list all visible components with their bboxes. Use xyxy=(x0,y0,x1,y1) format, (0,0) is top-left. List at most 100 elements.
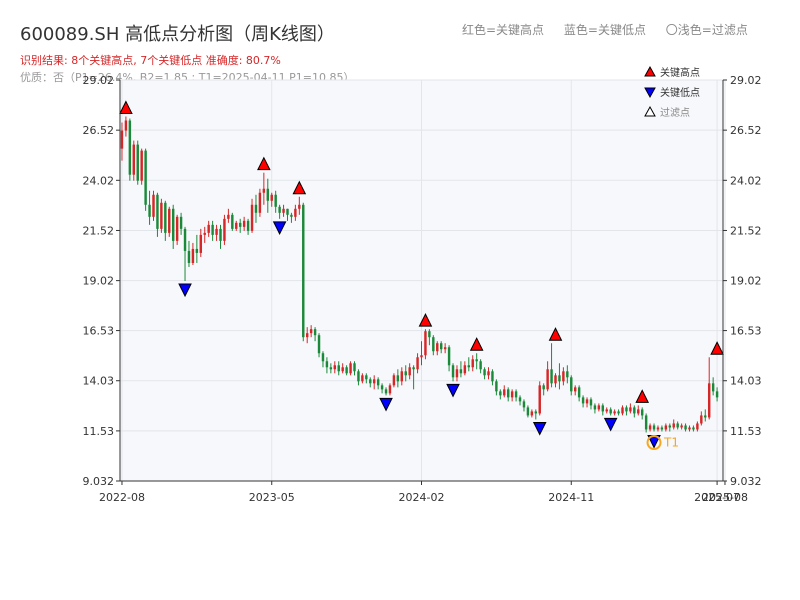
candle xyxy=(341,363,344,374)
candle xyxy=(246,218,250,235)
candle xyxy=(380,383,384,394)
x-tick-label: 2022-08 xyxy=(99,491,145,504)
candle-body xyxy=(223,218,226,241)
candle-body xyxy=(345,367,348,374)
key-high-marker xyxy=(469,337,484,351)
chart-title: 600089.SH 高低点分析图（周K线图） xyxy=(20,24,335,45)
candle-body xyxy=(286,208,289,215)
candle-body xyxy=(238,222,242,227)
candle-body xyxy=(148,204,151,217)
candle xyxy=(136,140,139,185)
candle-body xyxy=(120,130,124,149)
key-high-marker xyxy=(418,313,433,327)
candle xyxy=(491,369,494,386)
candle-body xyxy=(404,371,407,376)
candle-body xyxy=(258,192,262,213)
candle-body xyxy=(637,409,640,414)
candle xyxy=(629,403,632,414)
candle xyxy=(361,373,364,384)
candle xyxy=(357,369,360,386)
candle xyxy=(412,365,415,390)
candle xyxy=(432,335,435,356)
candle-body xyxy=(704,415,707,418)
candle-body xyxy=(660,427,664,430)
candle xyxy=(231,212,234,231)
candle-body xyxy=(688,427,691,430)
t1-circle-marker xyxy=(646,435,662,451)
candle-body xyxy=(309,329,313,334)
candle-body xyxy=(542,385,545,390)
candle-body xyxy=(242,220,246,227)
candle xyxy=(223,214,226,245)
legend-high-icon xyxy=(644,65,656,77)
candle-body xyxy=(648,425,652,430)
candle-body xyxy=(262,188,266,193)
candle xyxy=(640,407,644,420)
candle xyxy=(475,353,478,370)
key-high-marker xyxy=(257,156,271,171)
candle-body xyxy=(270,194,273,201)
candle-body xyxy=(325,361,329,368)
candle-body xyxy=(684,425,687,430)
candle-body xyxy=(577,387,581,398)
candle-body xyxy=(392,375,396,386)
y-tick-label-right: 26.52 xyxy=(730,124,762,137)
candle xyxy=(700,411,703,426)
candle xyxy=(404,365,407,382)
candle-body xyxy=(696,423,699,430)
candle-body xyxy=(191,248,195,263)
candle-body xyxy=(656,427,660,430)
candle-body xyxy=(487,371,490,376)
y-tick-label-right: 24.02 xyxy=(730,174,762,187)
candle-body xyxy=(625,407,628,412)
candle xyxy=(495,379,498,396)
y-tick-label-right: 21.52 xyxy=(730,224,762,237)
candle xyxy=(345,365,348,376)
legend-label: 关键高点 xyxy=(660,66,700,79)
candle xyxy=(262,172,266,205)
candle-body xyxy=(290,214,293,217)
y-tick-label: 16.53 xyxy=(83,325,115,338)
candle-body xyxy=(707,383,711,418)
candle xyxy=(688,425,691,432)
y-tick-label: 19.02 xyxy=(83,275,115,288)
candle-body xyxy=(530,411,534,416)
candle xyxy=(672,419,675,430)
candle xyxy=(514,389,518,402)
candle-body xyxy=(538,385,541,414)
candle-body xyxy=(305,333,309,338)
candle xyxy=(160,198,163,233)
candle-body xyxy=(700,415,703,424)
key-high-marker xyxy=(548,327,563,341)
candle xyxy=(483,367,486,380)
candle xyxy=(652,423,656,432)
candle-body xyxy=(621,407,624,414)
candle-body xyxy=(506,389,510,398)
candle-body xyxy=(369,379,372,384)
candle-body xyxy=(140,150,143,181)
candle xyxy=(644,413,648,433)
candle-body xyxy=(333,365,337,370)
candle-body xyxy=(601,405,605,412)
candle xyxy=(692,425,695,432)
candle-body xyxy=(644,415,648,430)
axes: 29.02 29.02 26.52 26.52 24.02 24.02 21.52 21.52… xyxy=(83,74,762,504)
candle xyxy=(372,375,376,390)
candle xyxy=(518,395,522,406)
candle xyxy=(506,387,510,402)
candle xyxy=(400,367,404,386)
candle-body xyxy=(313,329,317,336)
candle-body xyxy=(416,357,419,370)
candle xyxy=(420,341,423,366)
legend-low-icon xyxy=(644,87,656,99)
candle xyxy=(396,369,400,388)
key-high-marker xyxy=(710,341,724,355)
candle xyxy=(526,405,530,418)
candle-body xyxy=(585,399,589,404)
candle-body xyxy=(361,375,364,382)
candle xyxy=(179,212,183,235)
candle xyxy=(384,387,388,396)
candle xyxy=(648,423,652,432)
candle-body xyxy=(589,399,593,406)
